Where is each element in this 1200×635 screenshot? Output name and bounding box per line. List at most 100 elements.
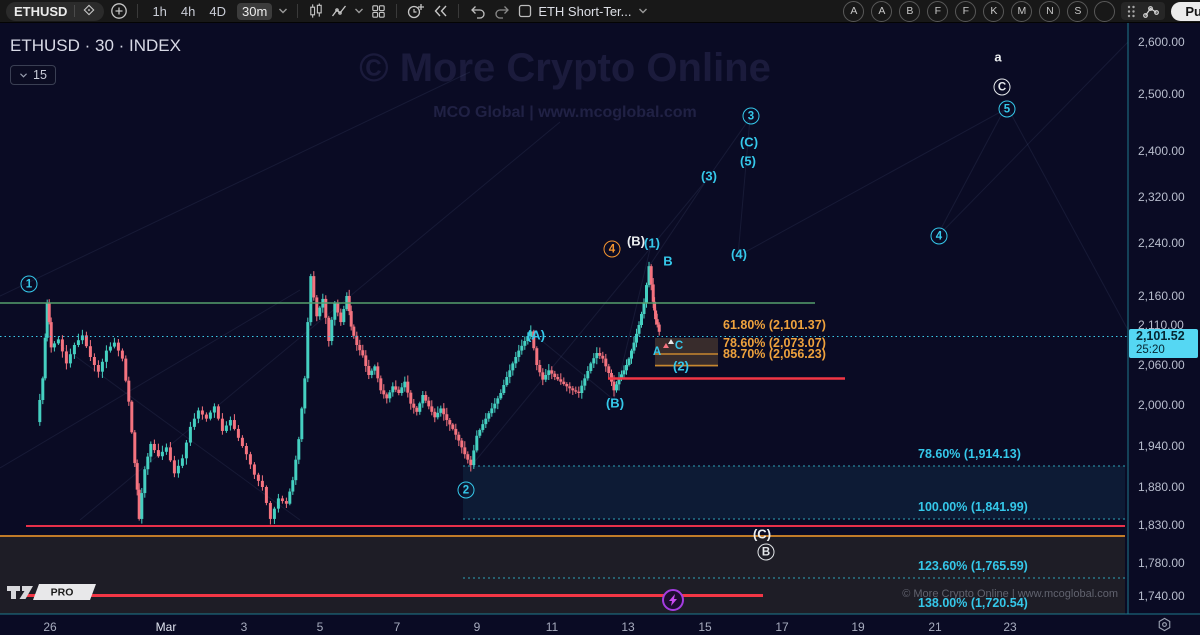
symbol-label: ETHUSD bbox=[14, 3, 68, 19]
timeframe-button-4D[interactable]: 4D bbox=[209, 3, 227, 19]
candle bbox=[358, 345, 362, 351]
wave-label-4-5[interactable]: 4 bbox=[603, 240, 621, 258]
chart-style-candles-button[interactable] bbox=[307, 2, 324, 20]
fib-retracement-label-78.60%[interactable]: 78.60% (2,073.07) bbox=[723, 336, 826, 350]
layout-name-button[interactable]: ETH Short-Ter... bbox=[538, 3, 632, 19]
time-tick-9: 9 bbox=[473, 620, 481, 634]
time-tick-19: 19 bbox=[851, 620, 865, 634]
wave-label-B-17[interactable]: (B) bbox=[605, 395, 625, 411]
bar-countdown: 25:20 bbox=[1136, 343, 1165, 356]
object-tree-chip[interactable]: 15 bbox=[10, 65, 56, 85]
wave-label-A-16[interactable]: (A) bbox=[526, 327, 546, 343]
compare-add-button[interactable] bbox=[110, 2, 128, 20]
letter-button-partial[interactable] bbox=[1094, 0, 1116, 22]
toolbar-circle-button-N-7[interactable]: N bbox=[1039, 0, 1061, 22]
candle bbox=[635, 333, 638, 343]
wave-label-3-2[interactable]: 3 bbox=[742, 107, 760, 125]
publish-button[interactable]: Pu bbox=[1171, 1, 1200, 21]
toolbar-circle-button-S-8[interactable]: S bbox=[1067, 0, 1089, 22]
layout-chevron-down-icon[interactable] bbox=[638, 7, 648, 15]
fib-extension-label-138.00%[interactable]: 138.00% (1,720.54) bbox=[918, 596, 1028, 610]
toolbar-circle-button-A-1[interactable]: A bbox=[871, 0, 893, 22]
candle bbox=[651, 284, 655, 302]
toolbar-circle-button-A-0[interactable]: A bbox=[843, 0, 865, 22]
layout-grid-button[interactable] bbox=[370, 3, 387, 20]
candle bbox=[146, 456, 150, 470]
wave-label-2-1[interactable]: 2 bbox=[457, 481, 475, 499]
wave-label-A-18[interactable]: A bbox=[652, 346, 662, 358]
fib-retracement-label-88.70%[interactable]: 88.70% (2,056.23) bbox=[723, 347, 826, 361]
indicators-chevron-down-icon[interactable] bbox=[354, 7, 364, 15]
wave-label-5-4[interactable]: 5 bbox=[998, 100, 1016, 118]
symbol-button[interactable]: ETHUSD bbox=[6, 1, 105, 21]
candle bbox=[188, 426, 192, 443]
alert-clock-plus-button[interactable] bbox=[406, 2, 425, 20]
candle bbox=[184, 442, 188, 459]
undo-button[interactable] bbox=[468, 3, 487, 20]
wave-label-B-11[interactable]: B bbox=[663, 253, 673, 269]
toolbar-circle-button-B-2[interactable]: B bbox=[899, 0, 921, 22]
candle bbox=[571, 388, 575, 391]
wave-label-5-14[interactable]: (5) bbox=[740, 153, 756, 169]
timeframe-button-1h[interactable]: 1h bbox=[152, 3, 167, 19]
candle bbox=[442, 408, 446, 415]
wave-label-1-0[interactable]: 1 bbox=[20, 275, 38, 293]
candle bbox=[284, 501, 288, 504]
wave-label-4-15[interactable]: (4) bbox=[731, 246, 747, 262]
candle bbox=[88, 346, 92, 357]
indicators-button[interactable] bbox=[330, 2, 348, 20]
timeframe-chevron-down-icon[interactable] bbox=[278, 7, 288, 15]
wave-label-4-3[interactable]: 4 bbox=[930, 227, 948, 245]
candle bbox=[92, 357, 96, 365]
wave-label-2-20[interactable]: (2) bbox=[673, 358, 689, 374]
wave-label-C-21[interactable]: (C) bbox=[752, 526, 772, 542]
toolbar-circle-button-F-3[interactable]: F bbox=[927, 0, 949, 22]
projection-line-5 bbox=[647, 177, 709, 269]
wave-label-3-12[interactable]: (3) bbox=[701, 168, 717, 184]
wave-label-a-8[interactable]: a bbox=[994, 49, 1002, 65]
toolbar-circle-button-K-5[interactable]: K bbox=[983, 0, 1005, 22]
wave-label-C-13[interactable]: (C) bbox=[739, 134, 759, 150]
axis-settings-gear-icon[interactable] bbox=[1157, 617, 1172, 635]
wave-label-C-19[interactable]: C bbox=[674, 340, 684, 352]
trade-arrow-icon-0[interactable] bbox=[663, 343, 669, 348]
symbol-search-diamond-icon[interactable] bbox=[82, 3, 96, 20]
fib-retracement-label-61.80%[interactable]: 61.80% (2,101.37) bbox=[723, 318, 826, 332]
timeframe-button-30m[interactable]: 30m bbox=[237, 2, 273, 20]
legend-symbol-title[interactable]: ETHUSD · 30 · INDEX bbox=[10, 36, 181, 55]
candle bbox=[451, 424, 455, 429]
candle bbox=[152, 443, 156, 451]
chevron-down-icon bbox=[20, 72, 27, 78]
fib-extension-label-100.00%[interactable]: 100.00% (1,841.99) bbox=[918, 500, 1028, 514]
candle bbox=[589, 363, 593, 371]
redo-button[interactable] bbox=[493, 3, 512, 20]
toolbar-circle-button-F-4[interactable]: F bbox=[955, 0, 977, 22]
wave-label-B-7[interactable]: B bbox=[757, 543, 775, 561]
candle bbox=[553, 373, 557, 377]
candle bbox=[454, 428, 458, 435]
candle bbox=[306, 322, 310, 379]
fib-extension-label-78.60%[interactable]: 78.60% (1,914.13) bbox=[918, 447, 1021, 461]
price-tick-1880: 1,880.00 bbox=[1138, 480, 1185, 494]
wave-label-B-9[interactable]: (B) bbox=[626, 233, 646, 249]
trade-arrow-icon-1[interactable] bbox=[668, 339, 674, 344]
layout-checkbox-icon[interactable] bbox=[518, 4, 532, 18]
alert-marker-circle[interactable] bbox=[662, 589, 684, 611]
bar-replay-button[interactable] bbox=[431, 3, 449, 19]
tradingview-logo[interactable]: PRO bbox=[6, 582, 98, 607]
candle bbox=[379, 378, 383, 391]
candle bbox=[41, 378, 45, 400]
lightning-bolt-icon[interactable] bbox=[669, 594, 677, 606]
candle bbox=[394, 386, 398, 390]
toolbar-circle-button-M-6[interactable]: M bbox=[1011, 0, 1033, 22]
candle bbox=[424, 395, 428, 401]
drag-dots-icon[interactable] bbox=[1126, 4, 1136, 19]
projection-line-9 bbox=[935, 109, 1005, 239]
network-icon[interactable] bbox=[1142, 3, 1160, 19]
wave-label-1-10[interactable]: (1) bbox=[644, 235, 660, 251]
tv-mark-icon bbox=[7, 586, 33, 599]
fib-extension-label-123.60%[interactable]: 123.60% (1,765.59) bbox=[918, 559, 1028, 573]
timeframe-button-4h[interactable]: 4h bbox=[180, 3, 196, 19]
wave-label-C-6[interactable]: C bbox=[993, 78, 1011, 96]
